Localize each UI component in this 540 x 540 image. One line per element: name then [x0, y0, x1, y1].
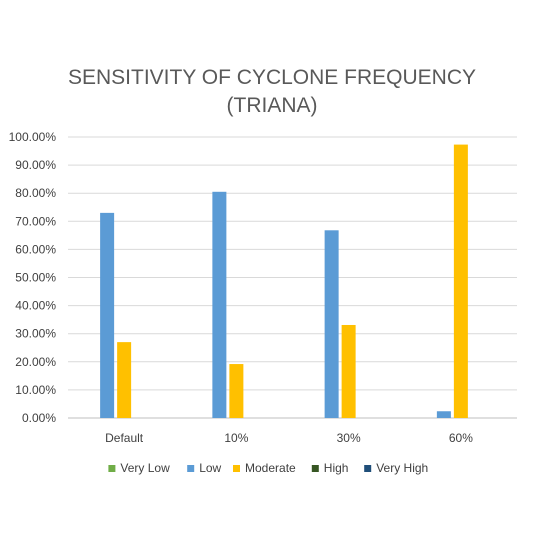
bar-low: [212, 191, 227, 418]
x-axis: Default 10% 30% 60%: [105, 431, 473, 445]
legend-item: Moderate: [233, 461, 296, 475]
legend-label: Very High: [376, 461, 428, 475]
y-axis-ticks: 0.00% 10.00% 20.00% 30.00% 40.00% 50.00% 60.00…: [9, 130, 57, 425]
legend-swatch: [187, 465, 195, 472]
legend-item: Low: [187, 461, 222, 475]
legend-label: Low: [199, 461, 221, 475]
y-tick-label: 90.00%: [15, 158, 56, 172]
chart-title-line-2: (TRIANA): [227, 94, 318, 117]
y-tick-label: 40.00%: [15, 299, 56, 313]
chart-title-line-1: SENSITIVITY OF CYCLONE FREQUENCY: [68, 66, 476, 89]
x-tick-label: Default: [105, 431, 144, 445]
bar-low: [100, 212, 115, 418]
gridlines: [68, 136, 517, 419]
chart-title: SENSITIVITY OF CYCLONE FREQUENCY (TRIANA…: [68, 66, 476, 117]
bar-moderate: [229, 364, 244, 418]
bar-moderate: [341, 324, 356, 418]
legend-swatch: [233, 465, 240, 472]
y-tick-label: 30.00%: [15, 327, 56, 341]
x-tick-label: 10%: [224, 431, 248, 445]
bar-moderate: [117, 342, 132, 418]
y-tick-label: 70.00%: [15, 214, 56, 228]
y-tick-label: 10.00%: [15, 383, 56, 397]
legend-swatch: [311, 465, 319, 472]
y-tick-label: 80.00%: [15, 186, 56, 200]
bar-low: [324, 230, 339, 418]
y-tick-label: 0.00%: [22, 411, 56, 425]
legend-item: Very Low: [108, 461, 170, 475]
x-tick-label: 60%: [449, 431, 473, 445]
y-tick-label: 100.00%: [9, 130, 57, 144]
legend-item: High: [311, 461, 349, 475]
legend-label: Very Low: [120, 461, 170, 475]
bars: [100, 144, 468, 418]
y-tick-label: 20.00%: [15, 355, 56, 369]
y-tick-label: 60.00%: [15, 242, 56, 256]
legend-label: High: [324, 461, 349, 475]
legend-swatch: [364, 465, 372, 472]
legend-swatch: [108, 465, 116, 472]
legend-item: Very High: [364, 461, 428, 475]
x-tick-label: 30%: [337, 431, 361, 445]
legend: Very Low Low Moderate High Very High: [108, 461, 428, 475]
y-tick-label: 50.00%: [15, 271, 56, 285]
legend-label: Moderate: [245, 461, 296, 475]
bar-low: [436, 411, 451, 418]
bar-moderate: [453, 144, 468, 418]
